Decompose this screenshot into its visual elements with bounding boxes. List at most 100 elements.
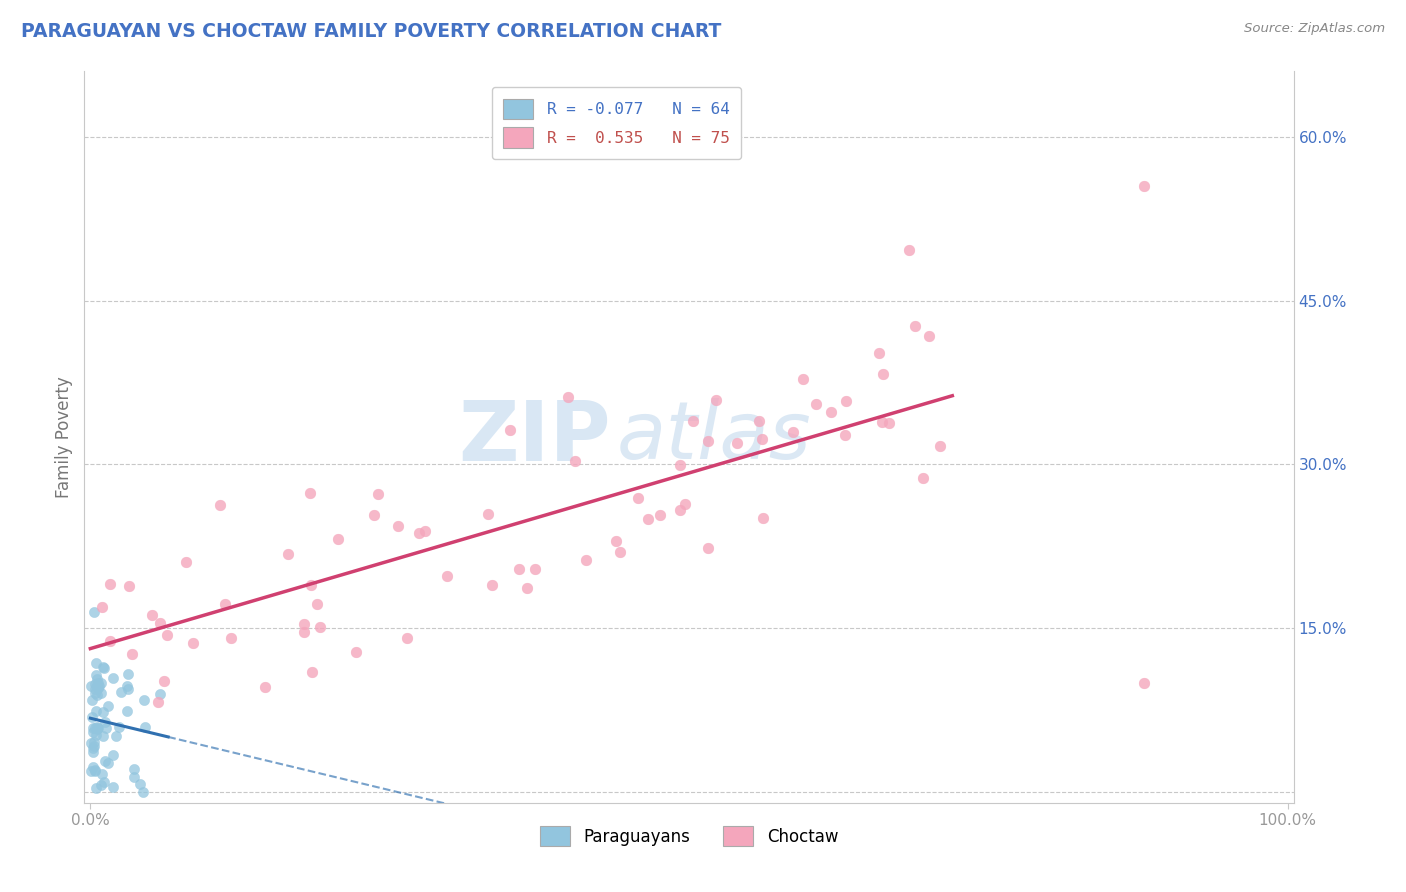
Point — [91, 660, 114, 674]
Point — [751, 432, 773, 446]
Point — [122, 762, 145, 776]
Point — [650, 508, 672, 523]
Point — [564, 454, 586, 468]
Legend: Paraguayans, Choctaw: Paraguayans, Choctaw — [533, 820, 845, 853]
Point — [221, 631, 243, 645]
Point — [696, 434, 718, 449]
Point — [86, 722, 108, 736]
Point — [141, 607, 163, 622]
Point — [174, 555, 197, 569]
Point — [395, 631, 418, 645]
Point — [898, 243, 921, 257]
Point — [101, 780, 124, 794]
Point — [82, 759, 104, 773]
Point — [408, 526, 430, 541]
Point — [84, 721, 107, 735]
Point — [98, 576, 121, 591]
Point — [912, 471, 935, 485]
Y-axis label: Family Poverty: Family Poverty — [55, 376, 73, 498]
Point — [82, 725, 104, 739]
Point — [93, 775, 115, 789]
Point — [86, 667, 108, 681]
Point — [118, 579, 141, 593]
Point — [103, 747, 125, 762]
Point — [208, 498, 231, 512]
Point — [872, 367, 894, 381]
Point — [122, 770, 145, 784]
Point — [309, 620, 332, 634]
Point — [83, 686, 105, 700]
Point — [82, 745, 104, 759]
Point — [782, 425, 804, 439]
Point — [879, 417, 901, 431]
Point — [387, 519, 409, 533]
Point — [834, 428, 856, 442]
Point — [115, 680, 138, 694]
Point — [91, 766, 114, 780]
Point — [82, 741, 104, 756]
Point — [97, 699, 120, 714]
Point — [94, 721, 117, 735]
Point — [696, 541, 718, 555]
Point — [84, 704, 107, 718]
Text: atlas: atlas — [616, 398, 811, 476]
Point — [669, 503, 692, 517]
Point — [94, 714, 117, 729]
Point — [820, 405, 842, 419]
Point — [84, 656, 107, 670]
Point — [80, 679, 103, 693]
Point — [868, 346, 890, 360]
Point — [91, 705, 114, 719]
Point — [80, 736, 103, 750]
Text: ZIP: ZIP — [458, 397, 610, 477]
Point — [90, 675, 112, 690]
Point — [87, 721, 110, 735]
Point — [214, 597, 236, 611]
Point — [90, 778, 112, 792]
Point — [146, 695, 169, 709]
Point — [83, 677, 105, 691]
Point — [149, 615, 172, 630]
Point — [557, 390, 579, 404]
Point — [134, 720, 156, 734]
Point — [792, 372, 814, 386]
Point — [83, 605, 105, 619]
Point — [1133, 179, 1156, 194]
Point — [344, 645, 367, 659]
Point — [253, 681, 276, 695]
Point — [108, 720, 131, 734]
Point — [524, 562, 547, 576]
Point — [299, 485, 322, 500]
Point — [117, 682, 139, 697]
Point — [292, 624, 315, 639]
Point — [725, 435, 748, 450]
Point — [148, 687, 170, 701]
Point — [132, 785, 155, 799]
Point — [326, 532, 349, 546]
Point — [104, 729, 127, 743]
Point — [84, 764, 107, 778]
Point — [669, 458, 692, 473]
Point — [117, 667, 139, 681]
Point — [83, 763, 105, 777]
Point — [83, 735, 105, 749]
Point — [153, 673, 176, 688]
Point — [91, 729, 114, 743]
Point — [86, 689, 108, 703]
Point — [627, 491, 650, 506]
Point — [1133, 675, 1156, 690]
Point — [307, 597, 329, 611]
Point — [363, 508, 385, 523]
Point — [575, 553, 598, 567]
Point — [752, 511, 775, 525]
Point — [704, 392, 727, 407]
Point — [609, 545, 631, 559]
Point — [103, 671, 125, 685]
Text: PARAGUAYAN VS CHOCTAW FAMILY POVERTY CORRELATION CHART: PARAGUAYAN VS CHOCTAW FAMILY POVERTY COR… — [21, 22, 721, 41]
Point — [367, 487, 389, 501]
Point — [87, 676, 110, 690]
Point — [87, 681, 110, 695]
Point — [481, 578, 503, 592]
Point — [181, 636, 204, 650]
Point — [477, 507, 499, 521]
